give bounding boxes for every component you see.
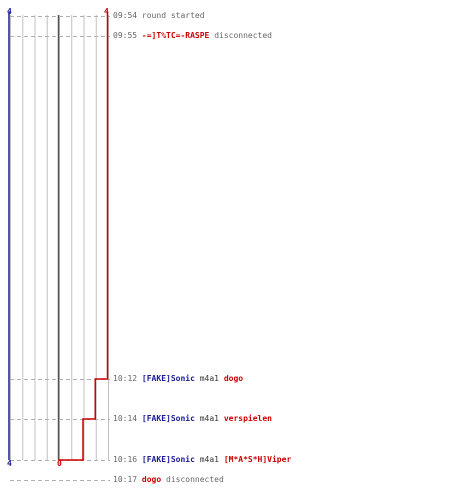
event-time: 09:55 bbox=[113, 31, 138, 40]
event-text: disconnected bbox=[214, 31, 272, 40]
blue-count-top: 4 bbox=[7, 7, 12, 16]
red-team-line bbox=[58, 12, 109, 461]
victim-name: verspielen bbox=[223, 414, 272, 423]
killer-name: [FAKE]Sonic bbox=[141, 455, 195, 464]
event-time: 10:17 bbox=[113, 475, 138, 484]
red-count-top: 4 bbox=[104, 7, 109, 16]
event-row: 10:14 [FAKE]Sonic m4a1 verspielen bbox=[113, 414, 272, 424]
red-count-bottom: 0 bbox=[57, 459, 62, 468]
event-time: 10:16 bbox=[113, 455, 138, 464]
event-time: 10:12 bbox=[113, 374, 138, 383]
weapon-name: m4a1 bbox=[199, 455, 219, 464]
blue-count-bottom: 4 bbox=[7, 459, 12, 468]
event-time: 09:54 bbox=[113, 11, 138, 20]
player-name: dogo bbox=[141, 475, 162, 484]
weapon-name: m4a1 bbox=[199, 414, 219, 423]
event-time: 10:14 bbox=[113, 414, 138, 423]
event-row: 09:54 round started bbox=[113, 11, 205, 21]
event-text: disconnected bbox=[166, 475, 224, 484]
player-name: -=]T%TC=-RASPE bbox=[141, 31, 210, 40]
weapon-name: m4a1 bbox=[199, 374, 219, 383]
killer-name: [FAKE]Sonic bbox=[141, 414, 195, 423]
victim-name: [M*A*S*H]Viper bbox=[223, 455, 292, 464]
event-row: 10:16 [FAKE]Sonic m4a1 [M*A*S*H]Viper bbox=[113, 455, 291, 465]
event-row: 09:55 -=]T%TC=-RASPE disconnected bbox=[113, 31, 272, 41]
event-text: round started bbox=[141, 11, 205, 20]
event-row: 10:17 dogo disconnected bbox=[113, 475, 224, 485]
event-row: 10:12 [FAKE]Sonic m4a1 dogo bbox=[113, 374, 243, 384]
killer-name: [FAKE]Sonic bbox=[141, 374, 195, 383]
victim-name: dogo bbox=[223, 374, 244, 383]
